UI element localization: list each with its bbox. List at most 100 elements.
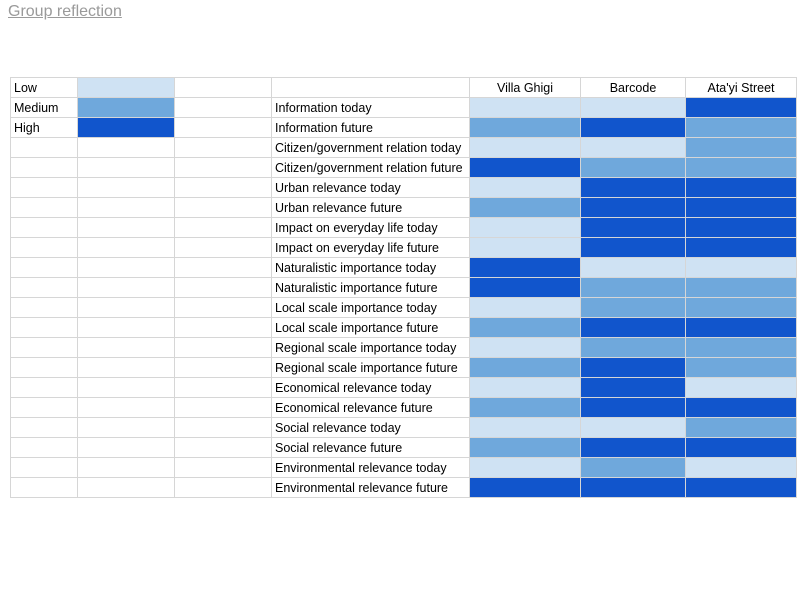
rating-cell[interactable] (469, 257, 581, 278)
rating-cell[interactable] (580, 177, 686, 198)
empty-cell[interactable] (174, 97, 272, 118)
legend-label-cell[interactable] (10, 357, 78, 378)
page-title-link[interactable]: Group reflection (8, 3, 122, 20)
legend-swatch-cell[interactable] (77, 417, 175, 438)
row-label-cell[interactable]: Economical relevance today (271, 377, 470, 398)
rating-cell[interactable] (580, 97, 686, 118)
rating-cell[interactable] (685, 117, 797, 138)
rating-cell[interactable] (580, 457, 686, 478)
row-label-cell[interactable]: Economical relevance future (271, 397, 470, 418)
rating-cell[interactable] (469, 317, 581, 338)
row-label-cell[interactable]: Information today (271, 97, 470, 118)
row-label-cell[interactable]: Citizen/government relation today (271, 137, 470, 158)
row-label-cell[interactable]: Regional scale importance today (271, 337, 470, 358)
legend-swatch-cell[interactable] (77, 157, 175, 178)
legend-swatch-cell[interactable] (77, 317, 175, 338)
rating-cell[interactable] (469, 137, 581, 158)
legend-swatch-cell[interactable] (77, 177, 175, 198)
rating-cell[interactable] (580, 377, 686, 398)
empty-cell[interactable] (174, 377, 272, 398)
rating-cell[interactable] (685, 277, 797, 298)
legend-label-cell[interactable] (10, 177, 78, 198)
rating-cell[interactable] (685, 97, 797, 118)
legend-label-cell[interactable]: Low (10, 77, 78, 98)
legend-swatch-cell[interactable] (77, 437, 175, 458)
empty-cell[interactable] (174, 317, 272, 338)
empty-cell[interactable] (174, 117, 272, 138)
empty-cell[interactable] (174, 77, 272, 98)
legend-swatch-cell[interactable] (77, 377, 175, 398)
rating-cell[interactable] (580, 117, 686, 138)
rating-cell[interactable] (685, 177, 797, 198)
empty-cell[interactable] (174, 457, 272, 478)
row-label-cell[interactable]: Local scale importance today (271, 297, 470, 318)
legend-label-cell[interactable] (10, 457, 78, 478)
rating-cell[interactable] (469, 437, 581, 458)
empty-cell[interactable] (174, 397, 272, 418)
row-label-cell[interactable]: Impact on everyday life future (271, 237, 470, 258)
rating-cell[interactable] (580, 317, 686, 338)
rating-cell[interactable] (580, 197, 686, 218)
rating-cell[interactable] (580, 397, 686, 418)
legend-label-cell[interactable] (10, 437, 78, 458)
rating-cell[interactable] (685, 137, 797, 158)
row-label-cell[interactable]: Impact on everyday life today (271, 217, 470, 238)
legend-label-cell[interactable]: Medium (10, 97, 78, 118)
rating-cell[interactable] (580, 157, 686, 178)
rating-cell[interactable] (685, 237, 797, 258)
rating-cell[interactable] (580, 477, 686, 498)
legend-label-cell[interactable] (10, 257, 78, 278)
row-label-cell[interactable]: Environmental relevance today (271, 457, 470, 478)
row-label-cell[interactable] (271, 77, 470, 98)
row-label-cell[interactable]: Social relevance future (271, 437, 470, 458)
rating-cell[interactable] (469, 237, 581, 258)
rating-cell[interactable] (469, 417, 581, 438)
legend-label-cell[interactable] (10, 297, 78, 318)
legend-swatch-cell[interactable] (77, 217, 175, 238)
rating-cell[interactable] (580, 137, 686, 158)
row-label-cell[interactable]: Local scale importance future (271, 317, 470, 338)
rating-cell[interactable] (685, 437, 797, 458)
legend-label-cell[interactable] (10, 137, 78, 158)
row-label-cell[interactable]: Social relevance today (271, 417, 470, 438)
rating-cell[interactable] (685, 157, 797, 178)
rating-cell[interactable] (469, 357, 581, 378)
empty-cell[interactable] (174, 237, 272, 258)
rating-cell[interactable] (469, 457, 581, 478)
empty-cell[interactable] (174, 277, 272, 298)
empty-cell[interactable] (174, 197, 272, 218)
column-header-cell[interactable]: Villa Ghigi (469, 77, 581, 98)
legend-label-cell[interactable] (10, 417, 78, 438)
rating-cell[interactable] (685, 217, 797, 238)
rating-cell[interactable] (580, 357, 686, 378)
row-label-cell[interactable]: Citizen/government relation future (271, 157, 470, 178)
rating-cell[interactable] (469, 117, 581, 138)
row-label-cell[interactable]: Regional scale importance future (271, 357, 470, 378)
rating-cell[interactable] (685, 477, 797, 498)
legend-swatch-cell[interactable] (77, 237, 175, 258)
empty-cell[interactable] (174, 337, 272, 358)
row-label-cell[interactable]: Information future (271, 117, 470, 138)
rating-cell[interactable] (469, 97, 581, 118)
rating-cell[interactable] (469, 177, 581, 198)
row-label-cell[interactable]: Urban relevance today (271, 177, 470, 198)
rating-cell[interactable] (685, 297, 797, 318)
rating-cell[interactable] (580, 217, 686, 238)
rating-cell[interactable] (580, 297, 686, 318)
column-header-cell[interactable]: Barcode (580, 77, 686, 98)
row-label-cell[interactable]: Naturalistic importance today (271, 257, 470, 278)
legend-swatch-cell[interactable] (77, 477, 175, 498)
rating-cell[interactable] (580, 417, 686, 438)
legend-swatch-cell[interactable] (77, 97, 175, 118)
row-label-cell[interactable]: Urban relevance future (271, 197, 470, 218)
rating-cell[interactable] (685, 397, 797, 418)
rating-cell[interactable] (580, 277, 686, 298)
rating-cell[interactable] (469, 157, 581, 178)
empty-cell[interactable] (174, 217, 272, 238)
empty-cell[interactable] (174, 357, 272, 378)
rating-cell[interactable] (685, 317, 797, 338)
rating-cell[interactable] (469, 217, 581, 238)
legend-label-cell[interactable] (10, 277, 78, 298)
column-header-cell[interactable]: Ata'yi Street (685, 77, 797, 98)
legend-swatch-cell[interactable] (77, 137, 175, 158)
